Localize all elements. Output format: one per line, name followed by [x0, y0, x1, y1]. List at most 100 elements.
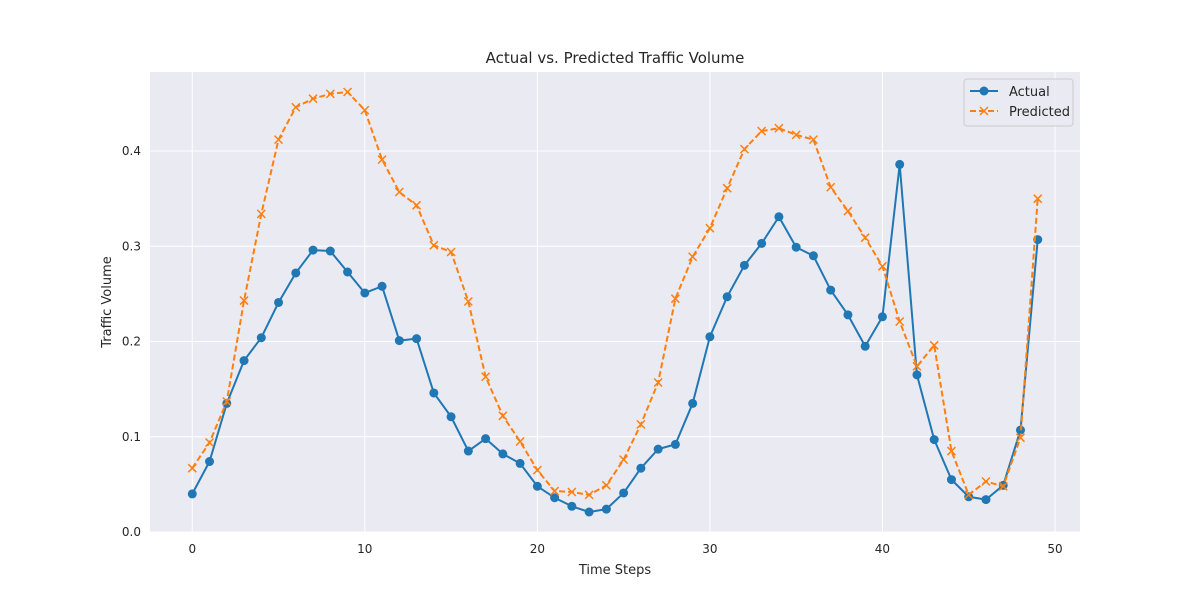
- data-point: [360, 288, 370, 298]
- data-point: [843, 206, 853, 216]
- data-point: [239, 296, 249, 306]
- x-tick-label: 0: [188, 542, 196, 556]
- legend-actual-marker: [979, 86, 989, 96]
- data-point: [860, 233, 870, 243]
- data-point: [343, 87, 353, 97]
- y-tick-labels: 0.0 0.1 0.2 0.3 0.4: [122, 144, 141, 539]
- data-point: [774, 212, 784, 222]
- y-tick-label: 0.1: [122, 430, 141, 444]
- data-point: [1015, 433, 1026, 443]
- data-point: [446, 247, 456, 257]
- x-tick-labels: 0 10 20 30 40 50: [188, 542, 1062, 556]
- data-point: [187, 489, 197, 499]
- data-point: [205, 457, 215, 467]
- data-point: [584, 490, 594, 500]
- grid-lines: [150, 72, 1080, 533]
- data-point: [446, 412, 456, 422]
- x-tick-label: 40: [875, 542, 890, 556]
- data-point: [498, 411, 508, 421]
- data-point: [291, 268, 301, 278]
- data-point: [877, 312, 887, 322]
- data-point: [463, 446, 473, 456]
- data-point: [532, 465, 542, 475]
- data-point: [791, 130, 801, 140]
- data-point: [843, 310, 853, 320]
- data-series: [187, 87, 1043, 517]
- data-point: [308, 245, 318, 255]
- data-point: [515, 458, 525, 468]
- legend: Actual Predicted: [963, 78, 1074, 127]
- data-point: [550, 493, 560, 503]
- data-point: [584, 507, 594, 517]
- data-point: [498, 449, 508, 459]
- y-tick-label: 0.2: [122, 335, 141, 349]
- data-point: [877, 261, 887, 271]
- data-point: [722, 183, 732, 193]
- x-tick-label: 50: [1047, 542, 1062, 556]
- data-point: [929, 340, 939, 350]
- data-point: [463, 296, 473, 307]
- data-point: [705, 223, 715, 233]
- data-point: [722, 292, 732, 302]
- data-point: [308, 94, 318, 104]
- data-point: [636, 463, 646, 473]
- data-point: [653, 377, 663, 388]
- data-point: [567, 487, 577, 497]
- data-point: [964, 490, 974, 500]
- data-point: [791, 242, 801, 252]
- plot-background: [150, 72, 1080, 532]
- data-point: [394, 187, 404, 197]
- data-point: [688, 398, 698, 408]
- data-point: [998, 481, 1008, 491]
- data-point: [532, 481, 542, 491]
- x-tick-label: 20: [530, 542, 545, 556]
- data-point: [636, 419, 646, 429]
- x-axis-label: Time Steps: [578, 563, 652, 578]
- data-point: [377, 281, 387, 291]
- data-point: [705, 332, 715, 342]
- series-predicted: [187, 87, 1043, 500]
- data-point: [912, 361, 922, 371]
- data-point: [204, 437, 215, 448]
- data-point: [619, 455, 629, 465]
- data-point: [343, 267, 353, 277]
- data-point: [412, 200, 422, 210]
- data-point: [377, 155, 387, 165]
- series-line-actual: [191, 163, 1039, 513]
- data-point: [256, 209, 266, 219]
- data-point: [739, 144, 749, 154]
- data-point: [601, 504, 611, 514]
- data-point: [653, 444, 663, 454]
- data-point: [808, 251, 818, 261]
- data-point: [325, 89, 335, 99]
- data-point: [774, 123, 784, 133]
- data-point: [964, 492, 974, 502]
- data-point: [757, 238, 767, 248]
- data-point: [291, 102, 301, 112]
- series-line-predicted: [191, 91, 1039, 496]
- data-point: [688, 252, 698, 262]
- data-point: [325, 246, 335, 256]
- series-actual: [187, 159, 1043, 517]
- data-point: [481, 434, 491, 444]
- data-point: [394, 336, 404, 346]
- data-point: [222, 396, 232, 407]
- data-point: [912, 370, 922, 380]
- data-point: [619, 488, 629, 498]
- y-axis-label: Traffic Volume: [100, 256, 115, 349]
- data-point: [550, 486, 560, 496]
- y-tick-label: 0.0: [122, 525, 141, 539]
- x-tick-label: 10: [357, 542, 372, 556]
- data-point: [239, 356, 249, 366]
- data-point: [429, 240, 439, 250]
- data-point: [929, 435, 939, 445]
- data-point: [946, 446, 956, 456]
- data-point: [981, 495, 991, 505]
- chart-title: Actual vs. Predicted Traffic Volume: [486, 49, 745, 67]
- data-point: [670, 294, 680, 304]
- data-point: [895, 159, 905, 169]
- data-point: [895, 316, 905, 327]
- data-point: [946, 475, 956, 485]
- data-point: [429, 388, 439, 398]
